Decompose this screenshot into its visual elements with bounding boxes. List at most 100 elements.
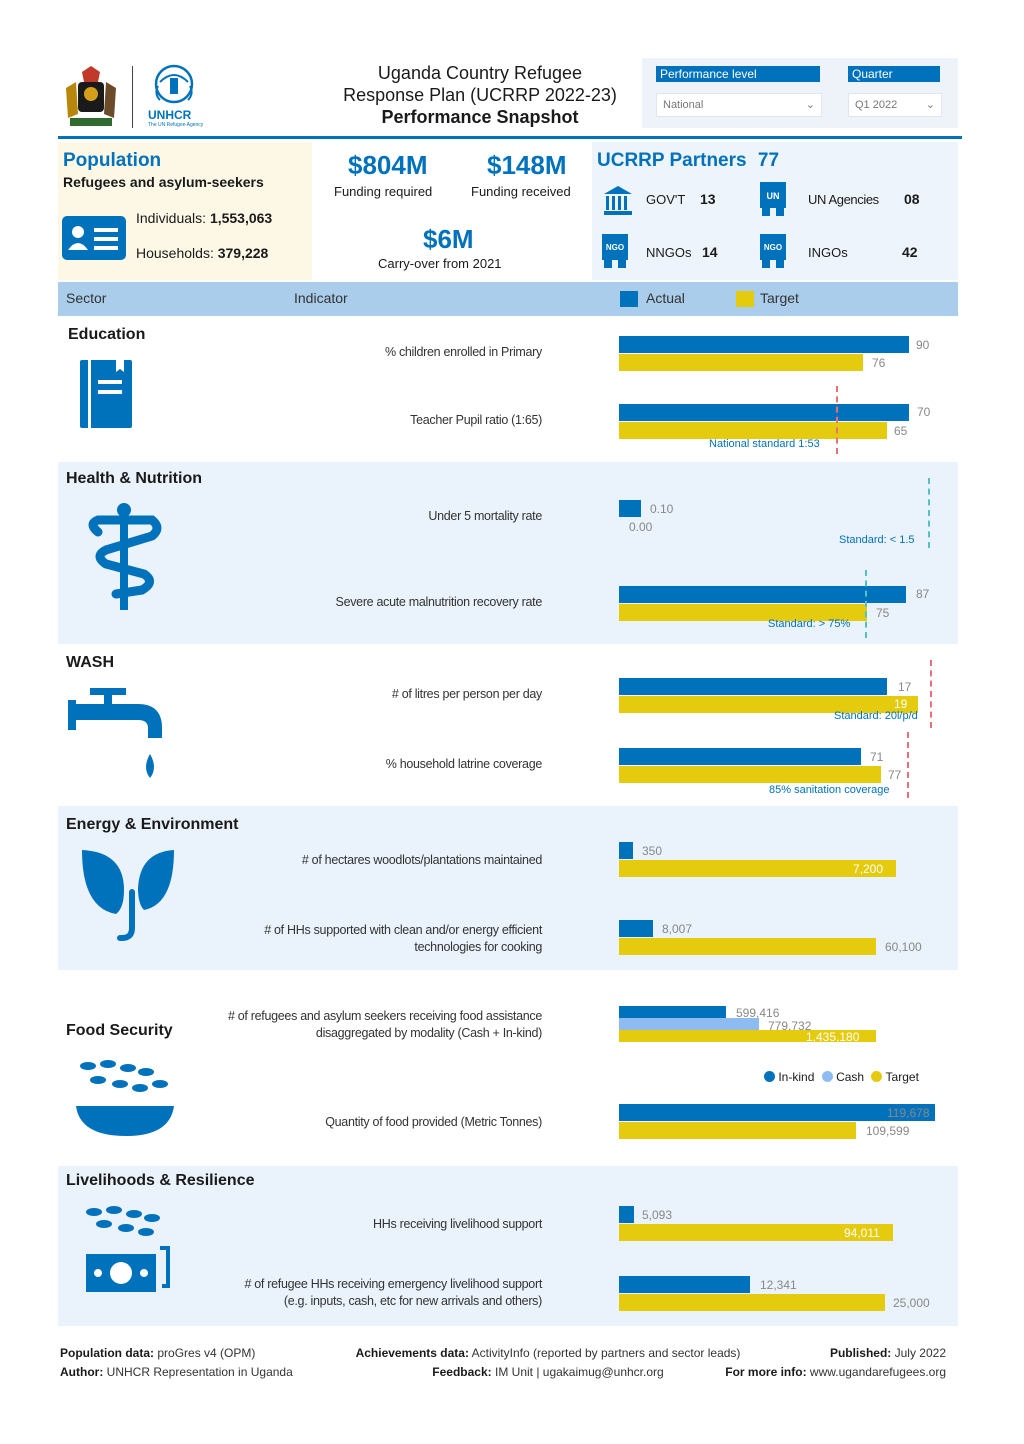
un-agency-icon: UN (760, 182, 786, 216)
performance-level-value: National (663, 99, 704, 111)
legend-target-swatch (736, 291, 754, 307)
nngo-icon: NGO (602, 234, 628, 268)
indicator-label-line-1: # of HHs supported with clean and/or ene… (264, 923, 542, 937)
indicator-label: Under 5 mortality rate (428, 509, 542, 523)
indicator-label: # of refugee HHs receiving emergency liv… (244, 1276, 542, 1310)
partners-total: 77 (757, 150, 780, 171)
sector-education: Education % children enrolled in Primary… (58, 318, 958, 460)
value-target: 65 (894, 424, 908, 438)
sector-title-education: Education (68, 326, 146, 343)
individuals-value: 1,553,063 (209, 210, 273, 226)
footer-feedback-value[interactable]: IM Unit | ugakaimug@unhcr.org (494, 1365, 664, 1379)
bar-actual (619, 842, 633, 859)
sector-title-health: Health & Nutrition (66, 470, 202, 487)
unhcr-logo-subtext: The UN Refugee Agency (148, 122, 204, 128)
funding-panel: $804M Funding required $148M Funding rec… (314, 142, 590, 280)
value-actual: 12,341 (760, 1278, 797, 1292)
population-panel: Population Refugees and asylum-seekers I… (58, 142, 312, 280)
food-legend: In-kind Cash Target (764, 1070, 919, 1084)
indicator-label: Quantity of food provided (Metric Tonnes… (325, 1115, 542, 1129)
sector-title-livelihoods: Livelihoods & Resilience (66, 1172, 255, 1189)
bar-actual (619, 1206, 634, 1223)
value-target: 109,599 (866, 1124, 910, 1138)
value-target: 77 (888, 768, 902, 782)
value-actual: 87 (916, 587, 930, 601)
value-target: 1,435,180 (806, 1030, 860, 1044)
ingo-icon: NGO (760, 234, 786, 268)
footer-more-info-label: For more info: (725, 1365, 807, 1379)
value-actual: 119,678 (887, 1106, 930, 1120)
standard-label: Standard: < 1.5 (839, 534, 915, 546)
legend-actual-label: Actual (646, 290, 685, 306)
partner-govt-label: GOV'T (646, 192, 686, 207)
footer-col-right: Published: July 2022 For more info: www.… (725, 1344, 946, 1382)
value-target: 7,200 (853, 862, 884, 876)
legend-inkind-label: In-kind (778, 1070, 815, 1084)
indicator-label: Severe acute malnutrition recovery rate (335, 595, 543, 609)
sector-energy: Energy & Environment # of hectares woodl… (58, 806, 958, 970)
individuals-row: Individuals: 1,553,063 (136, 210, 272, 226)
value-target: 94,011 (844, 1226, 880, 1240)
partner-un-label: UN Agencies (808, 192, 879, 207)
header-divider (58, 136, 962, 139)
indicator-label-line-1: # of refugee HHs receiving emergency liv… (244, 1277, 542, 1291)
footer-author-label: Author: (60, 1365, 104, 1379)
standard-label: Standard: > 75% (768, 618, 851, 630)
medical-caduceus-icon (88, 503, 162, 610)
column-sector: Sector (66, 290, 107, 306)
svg-text:NGO: NGO (764, 243, 782, 252)
chevron-down-icon: ⌄ (805, 99, 815, 111)
legend-target-label: Target (760, 290, 799, 306)
table-header: Sector Indicator Actual Target (58, 282, 958, 316)
value-actual: 0.10 (650, 502, 674, 516)
bar-actual (619, 404, 909, 421)
bar-target (619, 354, 863, 371)
standard-line (907, 732, 909, 798)
water-tap-icon (68, 688, 162, 778)
partner-nngo-value: 14 (702, 244, 718, 260)
value-actual: 90 (916, 338, 930, 352)
bar-target (619, 938, 876, 955)
footer-achievements-value: ActivityInfo (reported by partners and s… (471, 1346, 741, 1360)
bar-actual (619, 748, 861, 765)
sector-health: Health & Nutrition Under 5 mortality rat… (58, 462, 958, 644)
quarter-dropdown[interactable]: Q1 2022 ⌄ (848, 93, 942, 117)
standard-line (928, 478, 930, 548)
bar-actual (619, 920, 653, 937)
title-line-3: Performance Snapshot (381, 107, 579, 127)
government-building-icon (604, 186, 632, 215)
indicator-label: # of refugees and asylum seekers receivi… (228, 1008, 542, 1042)
partner-ingo-value: 42 (902, 244, 918, 260)
footer-col-middle: Achievements data: ActivityInfo (reporte… (338, 1344, 758, 1382)
value-target: 19 (894, 697, 908, 711)
id-card-icon (62, 216, 126, 260)
sector-title-energy: Energy & Environment (66, 816, 239, 833)
value-actual: 71 (870, 750, 884, 764)
indicator-label: % children enrolled in Primary (384, 345, 542, 359)
title-line-1: Uganda Country Refugee (377, 63, 583, 83)
indicator-label: Teacher Pupil ratio (1:65) (410, 413, 542, 427)
households-label: Households: (136, 245, 214, 261)
footer-more-info-value[interactable]: www.ugandarefugees.org (809, 1365, 946, 1379)
indicator-label-line-1: # of refugees and asylum seekers receivi… (227, 1009, 542, 1023)
footer-pop-data-label: Population data: (60, 1346, 154, 1360)
households-value: 379,228 (217, 245, 269, 261)
indicator-label-line-2: (e.g. inputs, cash, etc for new arrivals… (283, 1294, 542, 1308)
performance-level-dropdown[interactable]: National ⌄ (656, 93, 822, 117)
bar-target (619, 696, 918, 713)
value-target: 60,100 (885, 940, 922, 954)
population-title: Population (63, 150, 162, 171)
filter-controls: Performance level National ⌄ Quarter Q1 … (642, 58, 958, 128)
footer-achievements-label: Achievements data: (355, 1346, 469, 1360)
bar-target (619, 1122, 856, 1139)
svg-text:NGO: NGO (606, 243, 624, 252)
value-target: 76 (872, 356, 886, 370)
book-icon (80, 360, 132, 428)
funding-required-label: Funding required (334, 184, 433, 199)
unhcr-logo-icon (154, 64, 194, 104)
footer-feedback-label: Feedback: (432, 1365, 492, 1379)
bar-actual (619, 586, 906, 603)
indicator-label: HHs receiving livelihood support (373, 1217, 542, 1231)
partners-panel: UCRRP Partners 77 GOV'T 13 UN UN Agencie… (592, 142, 958, 280)
value-target: 25,000 (893, 1296, 930, 1310)
